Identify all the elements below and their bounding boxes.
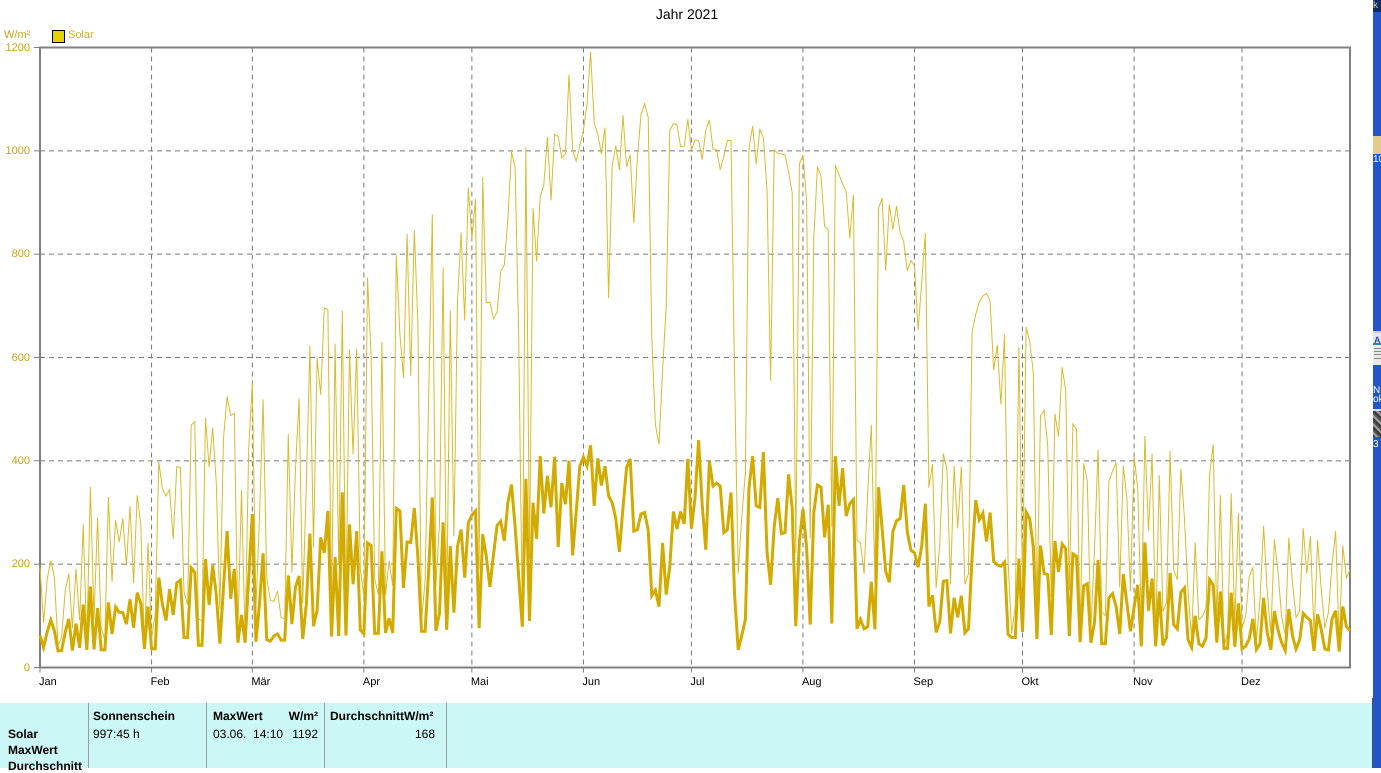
x-tick-label: Mai <box>470 676 489 688</box>
desktop-icon-label[interactable]: ok <box>1373 394 1381 403</box>
photo-icon[interactable] <box>1373 409 1381 437</box>
y-axis-unit-label: W/m² <box>4 29 31 41</box>
x-tick-label: Okt <box>1021 676 1039 688</box>
table-row-label-maxwert: MaxWert <box>8 743 58 757</box>
series-line-durchschnitt <box>38 440 1352 657</box>
table-header-maxwert: MaxWert <box>213 709 263 723</box>
desktop-strip: k 10 A N ok 3 <box>1373 0 1381 768</box>
legend-label-solar: Solar <box>68 29 94 41</box>
document-icon[interactable]: A <box>1373 331 1381 365</box>
table-value-sonnenschein: 997:45 h <box>93 727 140 741</box>
x-tick-label: Nov <box>1133 676 1153 688</box>
table-header-durchschnitt: DurchschnittW/m² <box>330 709 434 723</box>
window-edge <box>1372 698 1373 768</box>
legend-swatch-solar <box>52 30 65 43</box>
desktop-icon-label[interactable]: N <box>1373 385 1381 394</box>
table-separator <box>88 703 89 768</box>
x-tick-label: Jun <box>582 676 601 688</box>
desktop-icon-label-selected[interactable]: k <box>1373 0 1381 12</box>
table-value-maxwert-date: 03.06. 14:10 <box>213 727 284 741</box>
table-header-maxwert-unit: W/m² <box>288 709 318 723</box>
table-value-durchschnitt: 168 <box>414 727 435 741</box>
table-separator <box>324 703 325 768</box>
x-tick-label: Apr <box>362 676 381 688</box>
table-header-sonnenschein: Sonnenschein <box>93 709 176 723</box>
y-tick-label: 0 <box>23 661 30 674</box>
y-tick-label: 800 <box>11 248 30 261</box>
x-tick-label: Sep <box>913 676 934 688</box>
y-tick-label: 200 <box>11 558 30 571</box>
x-tick-label: Feb <box>150 676 170 688</box>
chart-title: Jahr 2021 <box>655 6 719 22</box>
y-tick-label: 1200 <box>5 41 30 54</box>
table-separator <box>206 703 207 768</box>
table-value-maxwert: 1192 <box>292 727 318 741</box>
table-row-label-durchschnitt: Durchschnitt <box>8 759 83 773</box>
x-tick-label: Dez <box>1241 676 1261 688</box>
desktop-icon-label[interactable]: 3 <box>1373 439 1379 449</box>
x-tick-label: Aug <box>801 676 822 688</box>
x-tick-label: Mär <box>251 676 271 688</box>
plot-area <box>34 46 1352 673</box>
table-separator <box>446 703 447 768</box>
table-row-label-solar: Solar <box>8 727 39 741</box>
y-tick-label: 1000 <box>5 144 30 157</box>
x-tick-label: Jan <box>39 676 57 688</box>
summary-table: Solar MaxWert Durchschnitt Sonnenschein … <box>0 703 1372 773</box>
series-line-maxwert <box>39 51 1351 649</box>
folder-icon[interactable] <box>1373 136 1381 154</box>
desktop-icon-label[interactable]: 10 <box>1373 154 1381 165</box>
plot-frame <box>39 46 1351 669</box>
y-tick-label: 600 <box>11 351 30 364</box>
x-tick-label: Jul <box>690 676 705 688</box>
y-tick-label: 400 <box>11 454 30 467</box>
